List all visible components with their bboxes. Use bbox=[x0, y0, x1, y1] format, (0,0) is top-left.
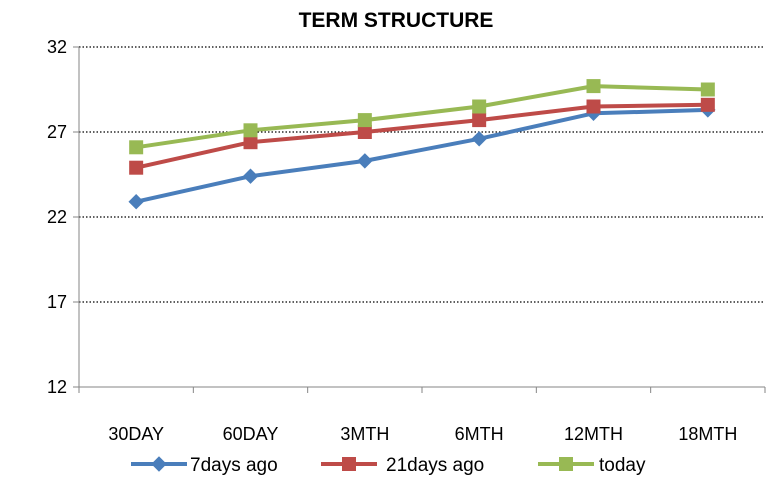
data-point bbox=[357, 113, 372, 128]
data-point bbox=[700, 82, 715, 97]
y-tick-label: 27 bbox=[47, 122, 67, 142]
x-tick-label: 6MTH bbox=[455, 424, 504, 444]
series-line bbox=[134, 107, 710, 204]
data-point bbox=[700, 97, 715, 112]
series-today bbox=[129, 79, 715, 155]
x-tick-label: 3MTH bbox=[340, 424, 389, 444]
series-group bbox=[128, 79, 716, 210]
data-point bbox=[472, 99, 487, 114]
axes bbox=[73, 46, 766, 393]
legend-label: 21days ago bbox=[386, 455, 484, 476]
data-point bbox=[586, 99, 601, 114]
legend-item: 7days ago bbox=[131, 455, 278, 476]
y-tick-label: 22 bbox=[47, 207, 67, 227]
data-point bbox=[128, 193, 144, 210]
legend-item: today bbox=[538, 455, 646, 476]
legend-marker bbox=[342, 457, 356, 471]
data-point bbox=[357, 125, 372, 139]
legend: 7days ago 21days ago today bbox=[131, 455, 646, 476]
data-point bbox=[471, 131, 487, 147]
data-point bbox=[129, 160, 144, 175]
legend-item: 21days ago bbox=[321, 455, 484, 476]
x-tick-label: 30DAY bbox=[108, 424, 164, 444]
data-point bbox=[129, 140, 144, 155]
y-tick-label: 12 bbox=[47, 377, 67, 397]
legend-marker bbox=[559, 457, 573, 471]
data-point bbox=[586, 79, 601, 94]
data-point bbox=[242, 168, 259, 184]
series-21days-ago bbox=[129, 97, 715, 175]
data-point bbox=[357, 153, 373, 169]
data-point bbox=[243, 123, 258, 138]
x-tick-label: 18MTH bbox=[678, 424, 737, 444]
y-tick-label: 32 bbox=[47, 37, 67, 57]
x-axis-ticks: 30DAY 60DAY 3MTH 6MTH 12MTH 18MTH bbox=[108, 424, 737, 444]
y-axis-ticks: 12 17 22 27 32 bbox=[47, 37, 67, 397]
y-tick-label: 17 bbox=[47, 292, 67, 312]
legend-label: 7days ago bbox=[190, 455, 278, 476]
data-point bbox=[243, 135, 258, 150]
legend-label: today bbox=[599, 455, 646, 476]
series-line bbox=[134, 84, 710, 150]
legend-marker bbox=[151, 456, 167, 472]
x-tick-label: 60DAY bbox=[223, 424, 279, 444]
x-tick-label: 12MTH bbox=[564, 424, 623, 444]
series-7days-ago bbox=[128, 102, 716, 210]
series-line bbox=[134, 102, 710, 170]
gridlines bbox=[79, 46, 765, 303]
chart-title: TERM STRUCTURE bbox=[299, 9, 494, 32]
data-point bbox=[472, 113, 487, 128]
